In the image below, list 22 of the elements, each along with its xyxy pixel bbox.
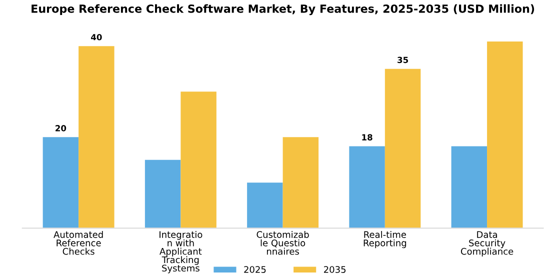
x-tick-label: Customizab le Questio nnaires: [256, 230, 309, 255]
data-label: 18: [362, 134, 372, 140]
x-tick-label: Integratio n with Applicant Tracking Systems: [160, 230, 202, 274]
x-tick-label: Automated Reference Checks: [54, 230, 103, 255]
legend-label: 2035: [324, 266, 346, 273]
bar: [451, 146, 488, 228]
legend-label: 2025: [244, 266, 266, 273]
bar: [144, 160, 181, 228]
bar: [282, 137, 319, 228]
bar: [180, 92, 216, 228]
chart-title: Europe Reference Check Software Market, By Features, 2025-2035 (USD Million): [32, 4, 534, 16]
x-tick-label: Real-time Reporting: [364, 230, 406, 248]
bar: [487, 42, 523, 228]
x-tick-label: Data Security Compliance: [460, 231, 514, 257]
data-label: 40: [91, 34, 102, 40]
bar: [349, 146, 385, 228]
data-label: 35: [398, 56, 408, 64]
bar: [78, 46, 114, 228]
bar: [42, 137, 79, 228]
bar: [247, 182, 283, 228]
bar: [384, 68, 421, 228]
data-label: 20: [56, 125, 66, 132]
